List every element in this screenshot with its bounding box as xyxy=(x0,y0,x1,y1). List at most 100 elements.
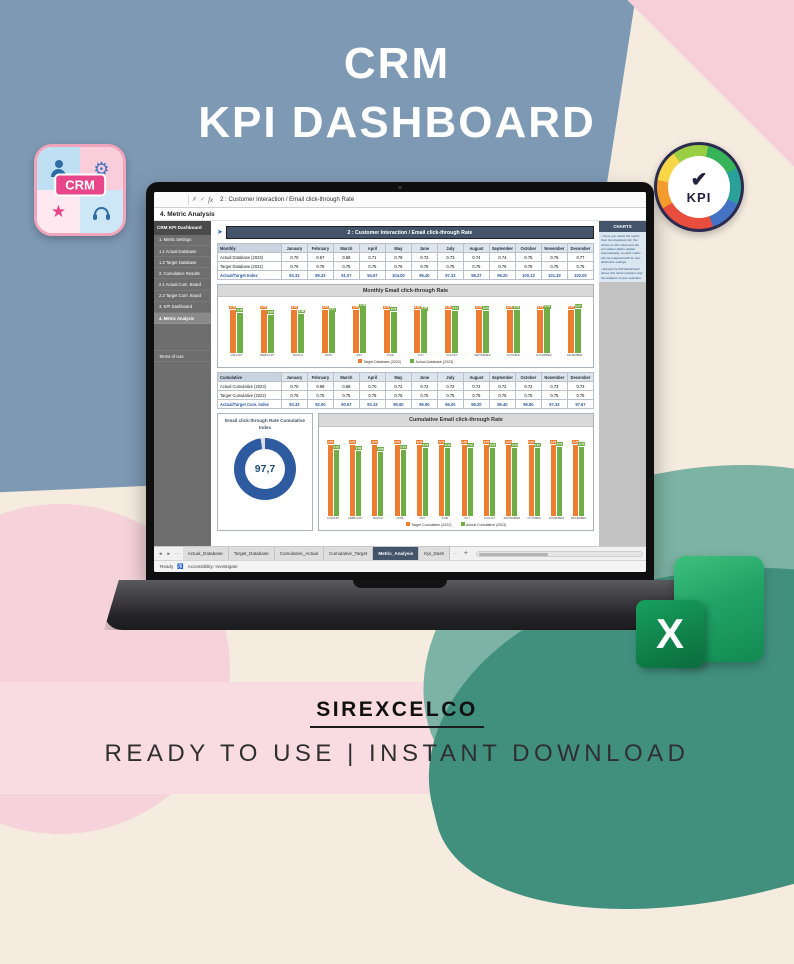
add-sheet-button[interactable]: + xyxy=(463,550,468,557)
horizontal-scrollbar[interactable] xyxy=(475,550,643,557)
cell[interactable]: 0.75 xyxy=(514,390,542,401)
cell[interactable]: 0.75 xyxy=(358,390,386,401)
cell[interactable]: 94.67 xyxy=(358,270,386,281)
cell[interactable]: 0.72 xyxy=(410,381,438,392)
cell[interactable]: 0.67 xyxy=(306,252,334,263)
cell[interactable]: 0.75 xyxy=(488,261,516,272)
cell[interactable]: 102.00 xyxy=(566,270,595,281)
sheet-nav-more-icon[interactable]: ⋯ xyxy=(175,550,180,556)
cell[interactable]: 0.77 xyxy=(566,252,595,263)
cell[interactable]: 0.72 xyxy=(514,381,542,392)
cell[interactable]: 0.74 xyxy=(488,252,516,263)
cell[interactable]: 0.73 xyxy=(566,381,595,392)
cell[interactable]: 0.75 xyxy=(436,261,464,272)
cell[interactable]: 0.75 xyxy=(540,261,568,272)
cell[interactable]: 99.20 xyxy=(488,270,516,281)
cell[interactable]: 0.75 xyxy=(332,261,360,272)
cell[interactable]: 95.60 xyxy=(384,399,412,410)
cell[interactable]: 0.75 xyxy=(280,261,308,272)
cell[interactable]: 97.33 xyxy=(436,270,464,281)
cell[interactable]: 0.70 xyxy=(280,381,308,392)
sheet-tab-cumulative_target[interactable]: Cumulative_Target xyxy=(324,547,374,560)
sheet-tab-kpi_dash[interactable]: Kpi_Dash xyxy=(419,547,451,560)
cell[interactable]: 0.75 xyxy=(384,390,412,401)
cell[interactable]: 93.33 xyxy=(280,270,308,281)
cell[interactable]: 0.75 xyxy=(332,390,360,401)
cell[interactable]: 90.67 xyxy=(332,399,360,410)
fx-icon[interactable]: fx xyxy=(208,195,214,204)
cell[interactable]: 0.75 xyxy=(358,261,386,272)
cell[interactable]: 0.75 xyxy=(306,261,334,272)
cell[interactable]: 96.80 xyxy=(514,399,542,410)
sheet-nav-next-icon[interactable]: ► xyxy=(166,551,172,556)
cell[interactable]: 0.75 xyxy=(540,390,568,401)
cell[interactable]: 0.70 xyxy=(280,252,308,263)
cell[interactable]: 0.75 xyxy=(462,261,490,272)
cell[interactable]: 89.33 xyxy=(306,270,334,281)
cell[interactable]: 0.75 xyxy=(306,390,334,401)
accessibility-icon[interactable]: ♿ xyxy=(177,563,184,570)
sidebar-item[interactable]: 1.1 Actual Database xyxy=(154,246,211,258)
cell[interactable]: 0.75 xyxy=(514,261,542,272)
cell[interactable]: 97.33 xyxy=(540,399,568,410)
cell[interactable]: 0.75 xyxy=(514,252,542,263)
cell[interactable]: 0.73 xyxy=(436,252,464,263)
cell[interactable]: 97.67 xyxy=(566,399,595,410)
row-label[interactable]: Actual Database (2023) xyxy=(217,252,282,263)
cumulative-chart[interactable]: Cumulative Email click-through Rate 0.75… xyxy=(318,413,594,532)
row-label[interactable]: Actual Cumulative (2023) xyxy=(217,381,282,392)
cancel-icon[interactable]: ✗ xyxy=(192,196,198,203)
sidebar-item[interactable]: 4. Metric Analysis xyxy=(154,313,211,325)
row-label[interactable]: Actual/Target Cum. Index xyxy=(217,399,282,410)
cell[interactable]: 96.40 xyxy=(488,399,516,410)
cell[interactable]: 93.33 xyxy=(358,399,386,410)
sheet-tab-target_database[interactable]: Target_Database xyxy=(228,547,275,560)
cell[interactable]: 0.68 xyxy=(332,381,360,392)
cell[interactable]: 95.90 xyxy=(410,399,438,410)
cell[interactable]: 98.27 xyxy=(462,270,490,281)
cell[interactable]: 0.75 xyxy=(462,390,490,401)
name-box[interactable] xyxy=(159,194,189,205)
cell[interactable]: 104.00 xyxy=(384,270,412,281)
sidebar-item[interactable]: 2. Cumulative Results xyxy=(154,268,211,280)
accessibility-status[interactable]: Accessibility: Investigate xyxy=(187,564,238,569)
cell[interactable]: 0.75 xyxy=(488,390,516,401)
cell[interactable]: 0.75 xyxy=(436,390,464,401)
sidebar-item-terms-of-use[interactable]: Terms of Use xyxy=(154,350,211,363)
cell[interactable]: 0.75 xyxy=(410,390,438,401)
cell[interactable]: 93.33 xyxy=(280,399,308,410)
cell[interactable]: 91.07 xyxy=(332,270,360,281)
row-label[interactable]: Target Cumulative (2022) xyxy=(217,390,282,401)
cell[interactable]: 100.13 xyxy=(514,270,542,281)
sheet-nav-prev-icon[interactable]: ◄ xyxy=(158,551,163,556)
formula-input[interactable]: 2 : Customer Interaction / Email click-t… xyxy=(220,196,355,203)
sidebar-item[interactable]: 1.2 Target Database xyxy=(154,257,211,269)
sidebar-item[interactable]: 2.2 Target Cum. Board xyxy=(154,291,211,302)
cell[interactable]: 0.75 xyxy=(384,261,412,272)
cell[interactable]: 0.76 xyxy=(540,252,568,263)
cell[interactable]: 0.75 xyxy=(280,390,308,401)
cell[interactable]: 0.72 xyxy=(462,381,490,392)
row-label[interactable]: Actual/Target Index xyxy=(217,270,282,281)
cell[interactable]: 0.72 xyxy=(384,381,412,392)
donut-panel[interactable]: Email click-through Rate Cumulative Inde… xyxy=(217,413,313,532)
cell[interactable]: 96.00 xyxy=(436,399,464,410)
sheet-more-right-icon[interactable]: ⋯ xyxy=(453,550,458,556)
cell[interactable]: 96.40 xyxy=(410,270,438,281)
enter-icon[interactable]: ✓ xyxy=(200,196,206,203)
cell[interactable]: 0.75 xyxy=(410,261,438,272)
sidebar-item[interactable]: 2.1 Actual Cum. Board xyxy=(154,279,211,291)
cell[interactable]: 0.69 xyxy=(306,381,334,392)
cell[interactable]: 0.74 xyxy=(462,252,490,263)
monthly-chart[interactable]: Monthly Email click-through Rate 0.75 0.7… xyxy=(217,284,594,369)
sheet-tab-cumulative_actual[interactable]: Cumulative_Actual xyxy=(274,547,324,560)
cell[interactable]: 0.73 xyxy=(540,381,568,392)
sidebar-item[interactable]: 1. Metric Settings xyxy=(154,235,211,246)
cell[interactable]: 96.20 xyxy=(462,399,490,410)
cell[interactable]: 0.72 xyxy=(410,252,438,263)
cell[interactable]: 0.70 xyxy=(358,381,386,392)
cell[interactable]: 0.75 xyxy=(566,390,595,401)
cell[interactable]: 0.72 xyxy=(436,381,464,392)
sheet-tab-actual_database[interactable]: Actual_Database xyxy=(182,547,229,560)
cell[interactable]: 0.75 xyxy=(566,261,595,272)
